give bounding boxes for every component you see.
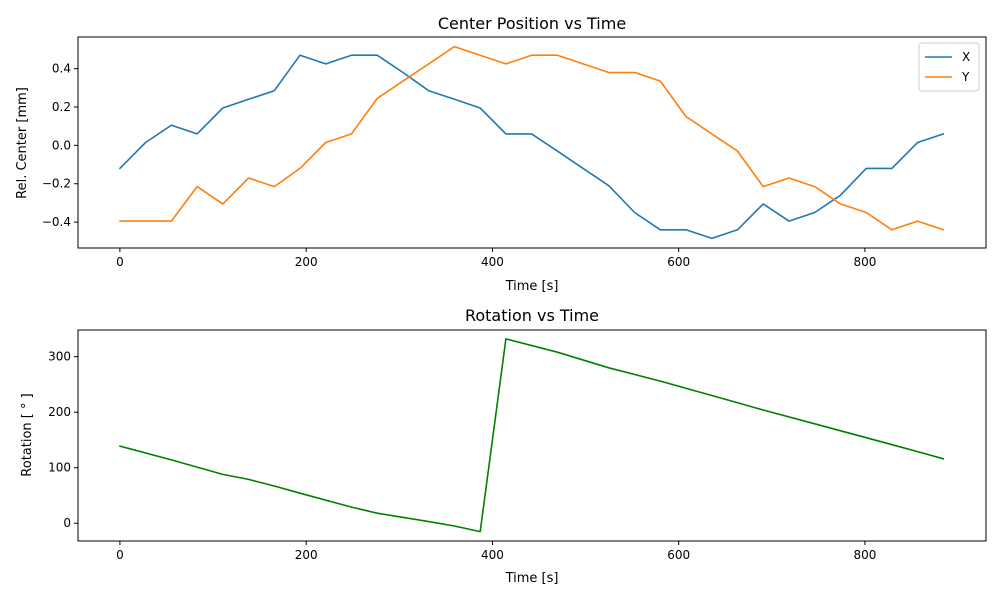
series-line-x [119,54,945,240]
x-tick-label: 400 [481,548,504,562]
series-line-rotation [119,338,945,533]
rotation-plot: Rotation vs Time Time [s] Rotation [ ° ]… [20,306,987,586]
x-axis-label: Time [s] [505,279,559,294]
x-tick-label: 400 [481,255,504,269]
series-lines [119,45,945,240]
y-tick-label: 0.4 [52,62,71,76]
axis-ticks: 0 200 400 600 800 −0.4 −0.2 0.0 0.2 0.4 [42,62,877,269]
x-tick-label: 200 [295,548,318,562]
series-lines [119,338,945,533]
y-tick-label: 0 [63,516,71,530]
x-tick-label: 0 [116,255,124,269]
axes-frame [77,329,987,542]
x-tick-label: 200 [295,255,318,269]
x-axis-label: Time [s] [505,571,559,586]
y-tick-label: 300 [48,350,71,364]
x-tick-label: 600 [667,255,690,269]
y-tick-label: 100 [48,461,71,475]
legend-label-y: Y [961,70,970,84]
center-position-plot: Center Position vs Time Time [s] Rel. Ce… [15,14,987,294]
y-tick-label: −0.2 [42,177,71,191]
chart-title: Center Position vs Time [438,14,626,33]
y-tick-label: 200 [48,405,71,419]
y-axis-label: Rotation [ ° ] [20,393,35,476]
y-tick-label: −0.4 [42,215,71,229]
x-tick-label: 800 [853,548,876,562]
y-axis-label: Rel. Center [mm] [15,87,30,199]
legend-box [918,42,980,92]
axes-frame [77,36,987,249]
x-tick-label: 0 [116,548,124,562]
x-tick-label: 800 [853,255,876,269]
x-tick-label: 600 [667,548,690,562]
y-tick-label: 0.2 [52,100,71,114]
legend-label-x: X [962,50,970,64]
chart-title: Rotation vs Time [465,306,599,325]
y-tick-label: 0.0 [52,138,71,152]
series-line-y [119,45,945,231]
legend: X Y [918,42,980,92]
axis-ticks: 0 200 400 600 800 0 100 200 300 [48,350,876,562]
